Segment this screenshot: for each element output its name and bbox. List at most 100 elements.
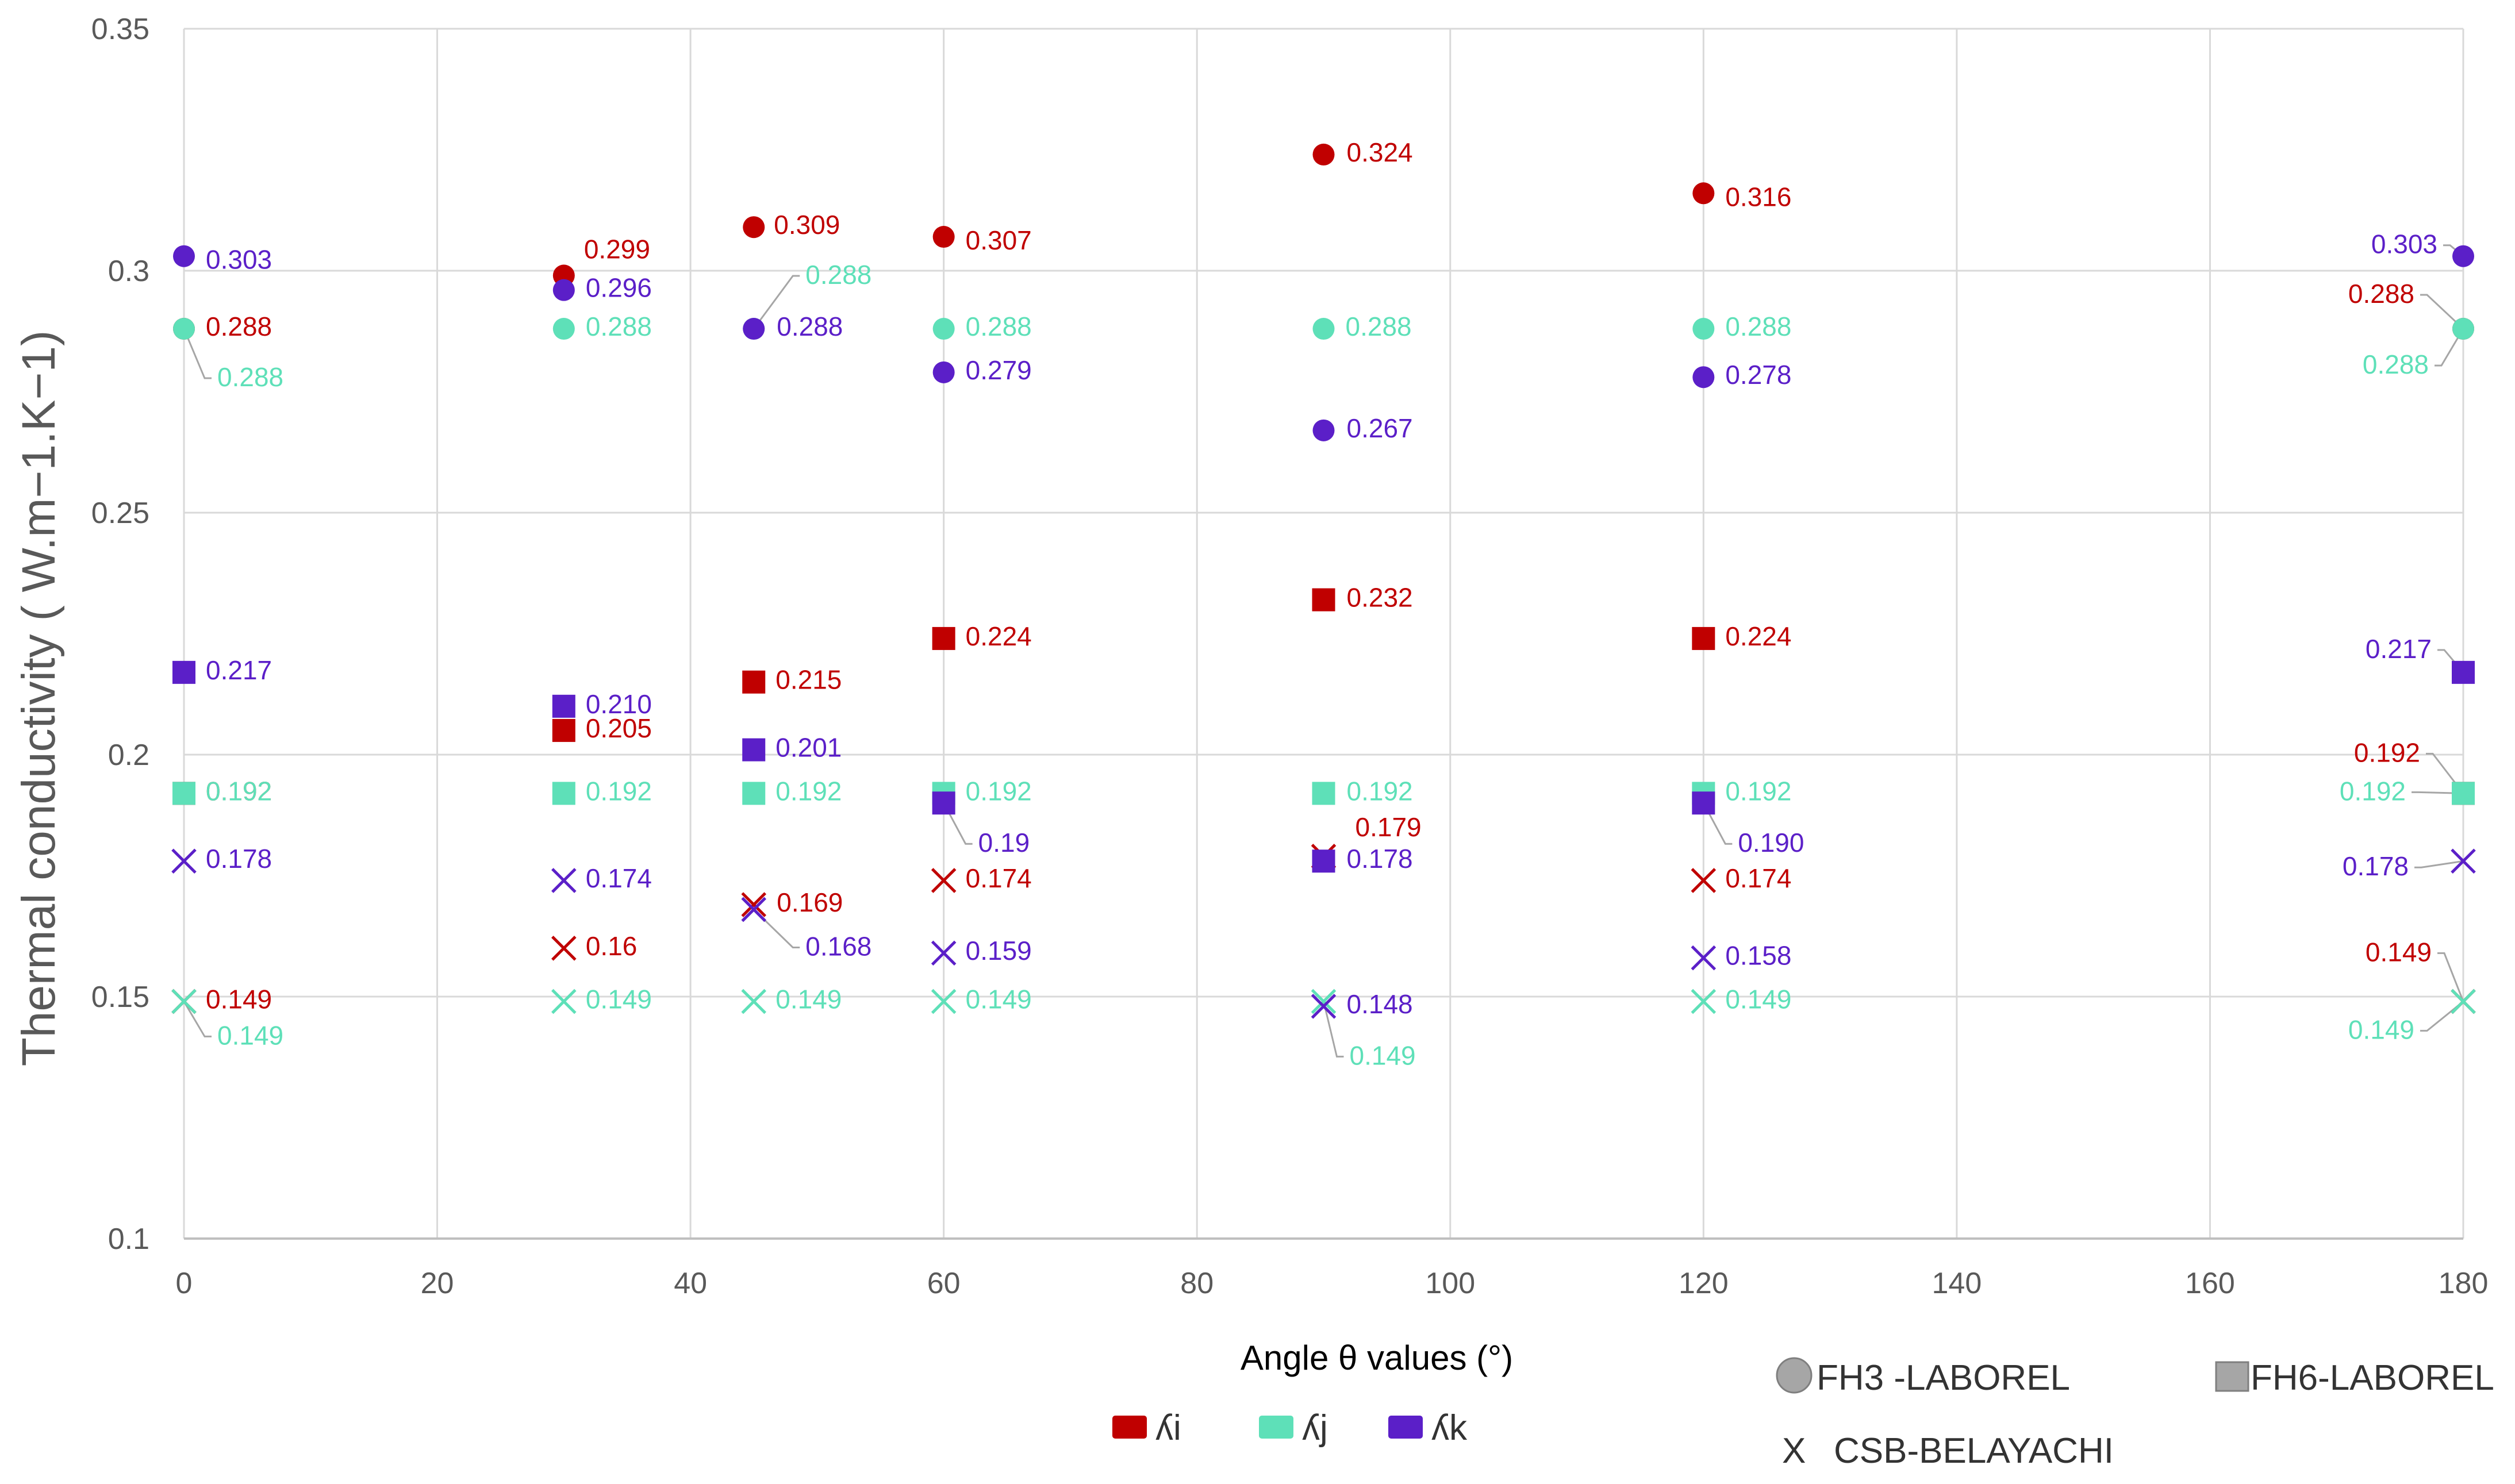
data-label: 0.303 [206, 245, 272, 275]
x-axis-title: Angle θ values (°) [1241, 1339, 1513, 1377]
data-label: 0.215 [775, 665, 842, 695]
legend-swatch-j [1259, 1416, 1293, 1439]
data-label: 0.192 [206, 776, 272, 806]
data-label: 0.288 [217, 362, 283, 392]
data-label: 0.192 [966, 776, 1032, 806]
leader-line [1703, 802, 1733, 845]
data-label: 0.288 [2363, 349, 2429, 379]
marker-fh6-laborel-k [172, 660, 195, 684]
marker-fh6-laborel-k [2452, 660, 2475, 684]
marker-fh3-laborel-i [743, 216, 765, 239]
data-label: 0.190 [1738, 828, 1804, 858]
data-label: 0.288 [586, 312, 652, 341]
y-tick-label: 0.15 [91, 981, 149, 1014]
data-label: 0.288 [805, 260, 871, 290]
y-tick-label: 0.25 [91, 497, 149, 530]
legend-csb-label: CSB-BELAYACHI [1834, 1431, 2114, 1471]
marker-fh6-laborel-i [742, 670, 766, 694]
data-label: 0.232 [1347, 583, 1413, 613]
marker-fh3-laborel-i [1312, 143, 1335, 166]
data-label: 0.224 [966, 621, 1032, 651]
data-label: 0.288 [1725, 312, 1791, 341]
leader-line [753, 909, 800, 948]
marker-fh3-laborel-k [1692, 366, 1715, 389]
legend-circle-icon [1776, 1357, 1813, 1394]
marker-csb-belayachi-i [551, 936, 577, 961]
data-label: 0.158 [1725, 941, 1791, 971]
data-label: 0.192 [775, 776, 842, 806]
data-label: 0.224 [1725, 621, 1791, 651]
data-label: 0.16 [586, 931, 638, 961]
marker-fh3-laborel-k [552, 279, 575, 301]
data-label: 0.307 [966, 225, 1032, 255]
data-label: 0.267 [1347, 413, 1413, 443]
data-label: 0.201 [775, 733, 842, 763]
marker-fh6-laborel-k [1312, 849, 1335, 873]
data-label: 0.296 [586, 273, 652, 303]
leader-line [2420, 294, 2464, 330]
marker-fh6-laborel-k [552, 694, 575, 718]
marker-csb-belayachi-j [1691, 989, 1717, 1014]
y-tick-label: 0.3 [108, 255, 149, 288]
marker-csb-belayachi-i [741, 892, 767, 917]
y-tick-label: 0.1 [108, 1222, 149, 1256]
data-label: 0.324 [1347, 137, 1413, 167]
x-tick-label: 120 [1679, 1267, 1729, 1300]
leader-line [2412, 791, 2464, 794]
grid [183, 28, 2464, 1240]
data-label: 0.288 [2348, 279, 2414, 309]
marker-fh3-laborel-k [2452, 245, 2474, 267]
x-tick-label: 160 [2185, 1267, 2235, 1300]
marker-fh3-laborel-k [932, 361, 955, 383]
x-tick-label: 20 [421, 1267, 454, 1300]
y-axis-title: Thermal conductivity ( W.m−1.K−1) [13, 330, 65, 1067]
legend-fh6-label: FH6-LABOREL [2251, 1358, 2494, 1398]
marker-fh6-laborel-k [1692, 791, 1715, 815]
legend-series-colors: ʎi ʎj ʎk [1112, 1408, 1468, 1448]
data-label: 0.288 [777, 312, 843, 341]
marker-csb-belayachi-j [171, 989, 197, 1014]
marker-fh6-laborel-k [742, 738, 766, 762]
data-label: 0.178 [2343, 851, 2409, 881]
data-label: 0.299 [584, 234, 650, 264]
data-label: 0.159 [966, 936, 1032, 966]
data-label: 0.303 [2371, 229, 2437, 259]
data-label: 0.149 [966, 984, 1032, 1014]
data-label: 0.178 [1347, 844, 1413, 874]
axes: 0 20 40 60 80 100 120 140 160 180 0.1 0.15 0.2 0.25 0.… [91, 13, 2489, 1300]
data-label: 0.19 [978, 828, 1030, 858]
data-label: 0.149 [586, 984, 652, 1014]
legend-fh3-label: FH3 -LABOREL [1817, 1358, 2070, 1398]
data-label: 0.192 [2354, 737, 2420, 767]
data-label: 0.288 [966, 312, 1032, 341]
marker-csb-belayachi-j [741, 989, 767, 1014]
marker-fh6-laborel-j [742, 782, 766, 805]
marker-csb-belayachi-j [2451, 989, 2476, 1014]
x-tick-label: 80 [1180, 1267, 1214, 1300]
y-tick-label: 0.35 [91, 13, 149, 46]
data-label: 0.174 [1725, 863, 1791, 893]
data-markers [171, 143, 2476, 1019]
marker-fh6-laborel-j [1312, 782, 1335, 805]
data-label: 0.149 [1725, 984, 1791, 1014]
leader-line [183, 328, 212, 379]
marker-fh6-laborel-i [1312, 588, 1335, 612]
marker-fh6-laborel-i [932, 626, 955, 650]
marker-fh3-laborel-j [552, 318, 575, 340]
legend-label-i: ʎi [1155, 1408, 1181, 1448]
leader-line [2414, 860, 2464, 868]
marker-fh3-laborel-j [173, 318, 195, 340]
leader-line [2435, 328, 2464, 367]
data-label: 0.179 [1356, 812, 1422, 842]
data-label: 0.174 [966, 863, 1032, 893]
legend-swatch-i [1112, 1416, 1147, 1439]
data-label: 0.192 [1347, 776, 1413, 806]
legend-square-icon [2215, 1361, 2249, 1392]
data-label: 0.309 [774, 210, 840, 240]
legend-marker-types: FH3 -LABOREL FH6-LABOREL X CSB-BELAYACHI [1776, 1357, 2494, 1471]
marker-fh6-laborel-j [2452, 782, 2475, 805]
marker-csb-belayachi-i [931, 868, 957, 893]
data-label: 0.149 [1350, 1040, 1416, 1070]
data-label: 0.288 [206, 312, 272, 341]
